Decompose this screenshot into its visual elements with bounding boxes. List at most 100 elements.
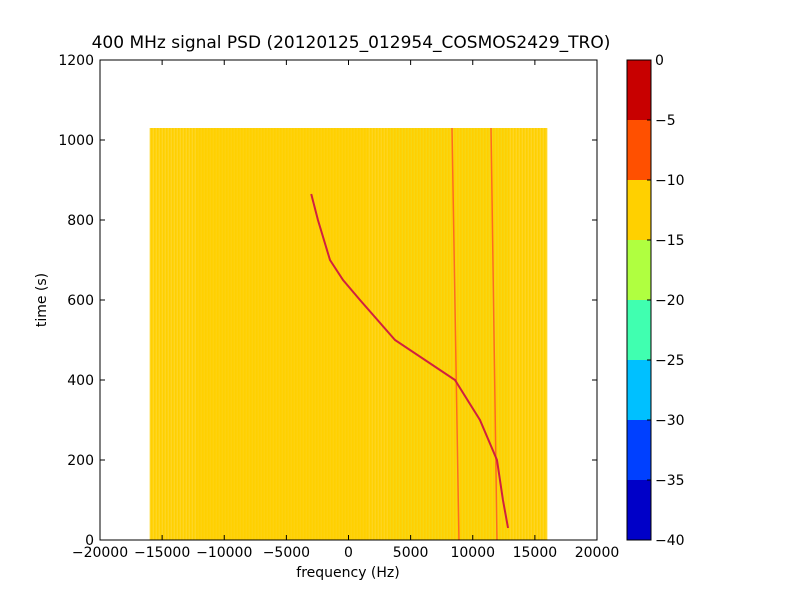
spectrogram-texture [320,128,322,540]
colorbar-band [627,180,651,240]
spectrogram-texture [191,128,193,540]
spectrogram-texture [179,128,181,540]
spectrogram-texture [194,128,196,540]
spectrogram-texture [461,128,463,540]
spectrogram-texture [329,128,331,540]
spectrogram-texture [185,128,187,540]
spectrogram-texture [410,128,412,540]
spectrogram-texture [449,128,451,540]
spectrogram-texture [167,128,169,540]
colorbar-tick-label: −10 [655,173,685,189]
spectrogram-texture [512,128,514,540]
colorbar-tick-label: −30 [655,413,685,429]
spectrogram-texture [239,128,241,540]
spectrogram-texture [419,128,421,540]
spectrogram-texture [485,128,487,540]
spectrogram-texture [371,128,373,540]
spectrogram-texture [266,128,268,540]
spectrogram-texture [212,128,214,540]
spectrogram-texture [398,128,400,540]
spectrogram-texture [245,128,247,540]
spectrogram-texture [161,128,163,540]
spectrogram-texture [509,128,511,540]
spectrogram-texture [269,128,271,540]
spectrogram-texture [224,128,226,540]
spectrogram-texture [272,128,274,540]
spectrogram-texture [323,128,325,540]
colorbar-band [627,480,651,540]
spectrogram-texture [188,128,190,540]
spectrogram-texture [290,128,292,540]
spectrogram-texture [365,128,367,540]
colorbar-band [627,60,651,120]
spectrogram-texture [230,128,232,540]
spectrogram-texture [353,128,355,540]
y-tick-label: 400 [67,373,94,389]
colorbar-band [627,120,651,180]
spectrogram-texture [467,128,469,540]
spectrogram-texture [299,128,301,540]
spectrogram-texture [341,128,343,540]
colorbar-tick-label: −35 [655,473,685,489]
spectrogram-texture [164,128,166,540]
spectrogram-texture [395,128,397,540]
colorbar-tick-label: −5 [655,113,676,129]
spectrogram-texture [221,128,223,540]
spectrogram-texture [263,128,265,540]
spectrogram-texture [434,128,436,540]
spectrogram-texture [428,128,430,540]
spectrogram-texture [383,128,385,540]
spectrogram-texture [359,128,361,540]
spectrogram-texture [530,128,532,540]
x-tick-label: 15000 [513,545,558,561]
y-tick-label: 1000 [58,133,94,149]
spectrogram-texture [422,128,424,540]
spectrogram-texture [374,128,376,540]
spectrogram-texture [437,128,439,540]
x-axis-label: frequency (Hz) [296,565,399,581]
spectrogram-texture [149,128,151,540]
y-tick-label: 200 [67,453,94,469]
spectrogram-texture [425,128,427,540]
spectrogram-texture [200,128,202,540]
spectrogram-texture [521,128,523,540]
spectrogram-texture [380,128,382,540]
spectrogram-texture [545,128,547,540]
spectrogram-texture [311,128,313,540]
spectrogram-texture [431,128,433,540]
spectrogram-texture [533,128,535,540]
spectrogram-texture [209,128,211,540]
spectrogram-texture [386,128,388,540]
colorbar-tick-label: −40 [655,533,685,549]
spectrogram-texture [215,128,217,540]
spectrogram-texture [158,128,160,540]
y-tick-label: 0 [85,533,94,549]
spectrogram-texture [176,128,178,540]
x-tick-label: 20000 [575,545,620,561]
spectrogram-texture [242,128,244,540]
spectrogram-texture [401,128,403,540]
spectrogram-texture [293,128,295,540]
spectrogram-texture [356,128,358,540]
spectrogram-texture [368,128,370,540]
vertical-signal-line [490,127,498,541]
spectrogram-texture [503,128,505,540]
spectrogram-texture [332,128,334,540]
spectrogram-texture [314,128,316,540]
spectrogram-texture [254,128,256,540]
spectrogram-texture [257,128,259,540]
spectrogram-texture [260,128,262,540]
spectrogram-texture [443,128,445,540]
spectrogram-texture [479,128,481,540]
spectrogram-texture [251,128,253,540]
spectrogram-texture [440,128,442,540]
spectrogram-texture [527,128,529,540]
spectrogram-texture [152,128,154,540]
spectrogram-texture [203,128,205,540]
spectrogram-texture [275,128,277,540]
spectrogram-texture [281,128,283,540]
spectrogram-texture [518,128,520,540]
spectrogram-texture [539,128,541,540]
spectrogram-texture [515,128,517,540]
spectrogram-texture [284,128,286,540]
